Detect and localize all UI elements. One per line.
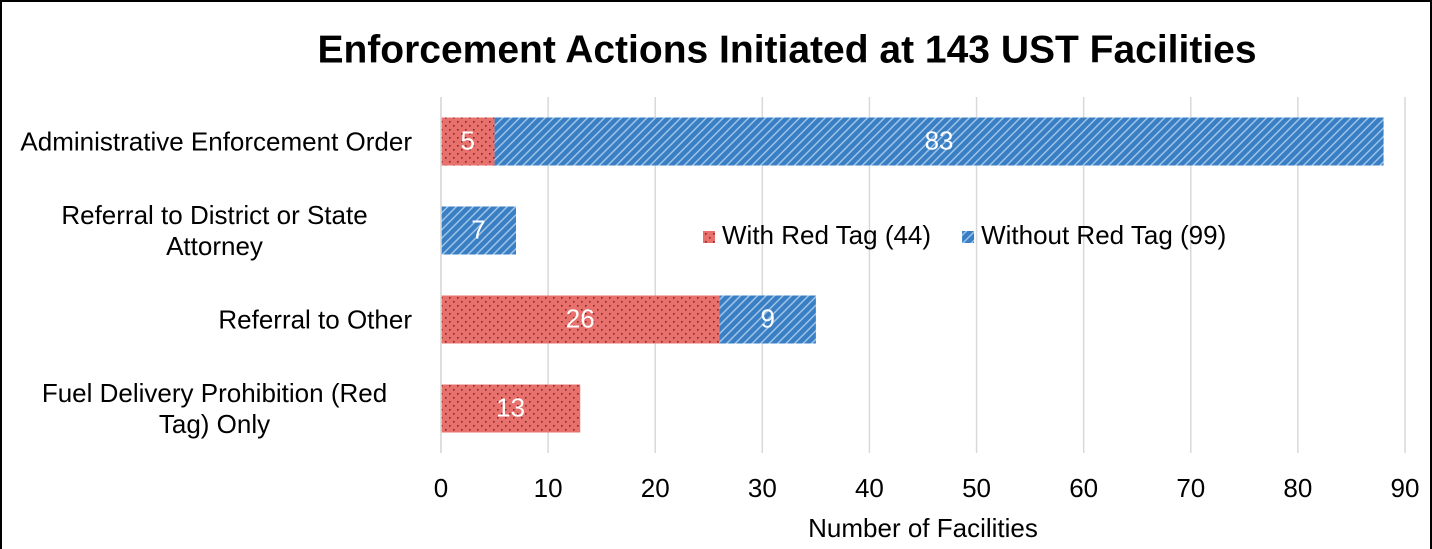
legend-swatch: [703, 231, 715, 243]
x-tick-label: 40: [855, 473, 884, 503]
x-tick-label: 30: [748, 473, 777, 503]
x-tick-label: 80: [1283, 473, 1312, 503]
data-label: 83: [925, 125, 954, 155]
y-tick-label: Referral to Other: [12, 304, 412, 335]
x-tick-label: 60: [1069, 473, 1098, 503]
y-tick-text: Referral to District or State Attorney: [61, 199, 368, 261]
bar: [494, 117, 1384, 166]
y-tick-text: Referral to Other: [218, 304, 412, 334]
data-label: 9: [760, 303, 774, 333]
y-tick-label: Administrative Enforcement Order: [12, 126, 412, 157]
x-axis-label: Number of Facilities: [808, 513, 1038, 543]
y-tick-text: Administrative Enforcement Order: [20, 126, 412, 156]
bar: [719, 295, 816, 344]
legend-swatch: [962, 231, 975, 243]
bar: [441, 117, 495, 166]
x-tick-label: 0: [434, 473, 448, 503]
bar: [441, 295, 720, 344]
data-label: 26: [566, 303, 595, 333]
data-label: 7: [471, 214, 485, 244]
legend-label: With Red Tag (44): [722, 220, 931, 250]
x-tick-label: 50: [962, 473, 991, 503]
x-tick-label: 90: [1391, 473, 1420, 503]
y-tick-label: Fuel Delivery Prohibition (Red Tag) Only: [12, 378, 412, 440]
data-label: 13: [496, 392, 525, 422]
chart-title: Enforcement Actions Initiated at 143 UST…: [317, 28, 1256, 71]
y-tick-label: Referral to District or State Attorney: [12, 200, 412, 262]
data-label: 5: [461, 125, 475, 155]
x-tick-label: 20: [641, 473, 670, 503]
x-tick-label: 10: [534, 473, 563, 503]
bar: [441, 384, 581, 433]
x-tick-label: 70: [1176, 473, 1205, 503]
legend-label: Without Red Tag (99): [981, 220, 1226, 250]
y-tick-text: Fuel Delivery Prohibition (Red Tag) Only: [41, 377, 388, 439]
bar: [441, 206, 516, 255]
